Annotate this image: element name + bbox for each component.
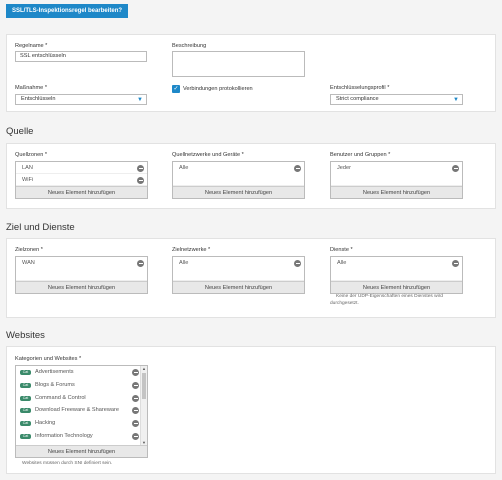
log-connections-label: Verbindungen protokollieren: [183, 86, 253, 92]
list-item: Alle: [173, 257, 304, 281]
log-connections-checkbox[interactable]: ✓: [172, 85, 180, 93]
list-item: Cat Command & Control: [16, 392, 141, 405]
description-textarea[interactable]: [172, 51, 305, 77]
add-source-zone-button[interactable]: Neues Element hinzufügen: [16, 186, 147, 198]
list-item: WiFi: [16, 174, 147, 186]
source-networks-list: Alle Neues Element hinzufügen: [172, 161, 305, 199]
remove-icon[interactable]: [137, 260, 144, 267]
section-title-websites: Websites: [6, 330, 45, 341]
add-category-button[interactable]: Neues Element hinzufügen: [16, 445, 147, 457]
category-tag: Cat: [20, 421, 31, 426]
source-zones-label: Quellzonen *: [15, 152, 47, 158]
remove-icon[interactable]: [132, 433, 139, 440]
remove-icon[interactable]: [137, 165, 144, 172]
source-zones-list: LAN WiFi Neues Element hinzufügen: [15, 161, 148, 199]
list-item: WAN: [16, 257, 147, 281]
remove-icon[interactable]: [132, 407, 139, 414]
services-list: Alle Neues Element hinzufügen: [330, 256, 463, 294]
list-item: Cat Download Freeware & Shareware: [16, 404, 141, 417]
add-user-group-button[interactable]: Neues Element hinzufügen: [331, 186, 462, 198]
categories-items: Cat Advertisements Cat Blogs & Forums Cat Com…: [16, 366, 141, 445]
category-tag: Cat: [20, 408, 31, 413]
profile-value: Strict compliance: [336, 96, 379, 102]
websites-note: Websites müssen durch SNI definiert sein…: [22, 460, 112, 467]
list-item: Alle: [173, 162, 304, 186]
services-note: Keine der UDP-Eigenschaften eines Dienst…: [330, 293, 470, 307]
profile-label: Entschlüsselungsprofil *: [330, 85, 389, 91]
categories-label: Kategorien und Websites *: [15, 356, 81, 362]
category-label: Information Technology: [35, 430, 125, 443]
remove-icon[interactable]: [132, 382, 139, 389]
section-title-destination: Ziel und Dienste: [6, 222, 75, 233]
users-groups-label: Benutzer und Gruppen *: [330, 152, 390, 158]
add-service-button[interactable]: Neues Element hinzufügen: [331, 281, 462, 293]
destination-zones-list: WAN Neues Element hinzufügen: [15, 256, 148, 294]
chevron-down-icon: ▼: [137, 96, 143, 105]
description-label: Beschreibung: [172, 43, 206, 49]
category-tag: Cat: [20, 370, 31, 375]
rule-name-label: Regelname *: [15, 43, 47, 49]
scroll-up-icon[interactable]: ▲: [142, 366, 146, 371]
scrollbar[interactable]: ▲ ▼: [140, 366, 147, 445]
scrollbar-thumb[interactable]: [142, 373, 146, 399]
remove-icon[interactable]: [137, 177, 144, 184]
add-source-network-button[interactable]: Neues Element hinzufügen: [173, 186, 304, 198]
destination-zones-label: Zielzonen *: [15, 247, 43, 253]
remove-icon[interactable]: [294, 165, 301, 172]
services-label: Dienste *: [330, 247, 353, 253]
source-networks-label: Quellnetzwerke und Geräte *: [172, 152, 244, 158]
category-tag: Cat: [20, 383, 31, 388]
list-item: LAN: [16, 162, 147, 174]
dialog-title-tab: SSL/TLS-Inspektionsregel bearbeiten?: [6, 4, 128, 18]
remove-icon[interactable]: [452, 165, 459, 172]
destination-networks-list: Alle Neues Element hinzufügen: [172, 256, 305, 294]
category-label: Download Freeware & Shareware: [35, 404, 125, 417]
profile-select[interactable]: Strict compliance ▼: [330, 94, 463, 105]
list-item: Alle: [331, 257, 462, 281]
categories-list: Cat Advertisements Cat Blogs & Forums Cat Com…: [15, 365, 148, 458]
remove-icon[interactable]: [132, 420, 139, 427]
add-destination-network-button[interactable]: Neues Element hinzufügen: [173, 281, 304, 293]
category-label: Advertisements: [35, 366, 125, 379]
action-label: Maßnahme *: [15, 85, 47, 91]
category-label: Hacking: [35, 417, 125, 430]
category-label: Blogs & Forums: [35, 379, 125, 392]
list-item: Cat Hacking: [16, 417, 141, 430]
users-groups-list: Jeder Neues Element hinzufügen: [330, 161, 463, 199]
category-label: Command & Control: [35, 392, 125, 405]
remove-icon[interactable]: [132, 369, 139, 376]
list-item: Cat Advertisements: [16, 366, 141, 379]
list-item: Cat Information Technology: [16, 430, 141, 443]
action-value: Entschlüsseln: [21, 96, 56, 102]
chevron-down-icon: ▼: [453, 96, 459, 105]
category-tag: Cat: [20, 434, 31, 439]
list-item: Jeder: [331, 162, 462, 186]
remove-icon[interactable]: [294, 260, 301, 267]
section-title-source: Quelle: [6, 126, 33, 137]
destination-networks-label: Zielnetzwerke *: [172, 247, 210, 253]
remove-icon[interactable]: [132, 395, 139, 402]
remove-icon[interactable]: [452, 260, 459, 267]
rule-name-input[interactable]: SSL entschlüsseln: [15, 51, 147, 62]
list-item: Cat Blogs & Forums: [16, 379, 141, 392]
add-destination-zone-button[interactable]: Neues Element hinzufügen: [16, 281, 147, 293]
category-tag: Cat: [20, 396, 31, 401]
action-select[interactable]: Entschlüsseln ▼: [15, 94, 147, 105]
